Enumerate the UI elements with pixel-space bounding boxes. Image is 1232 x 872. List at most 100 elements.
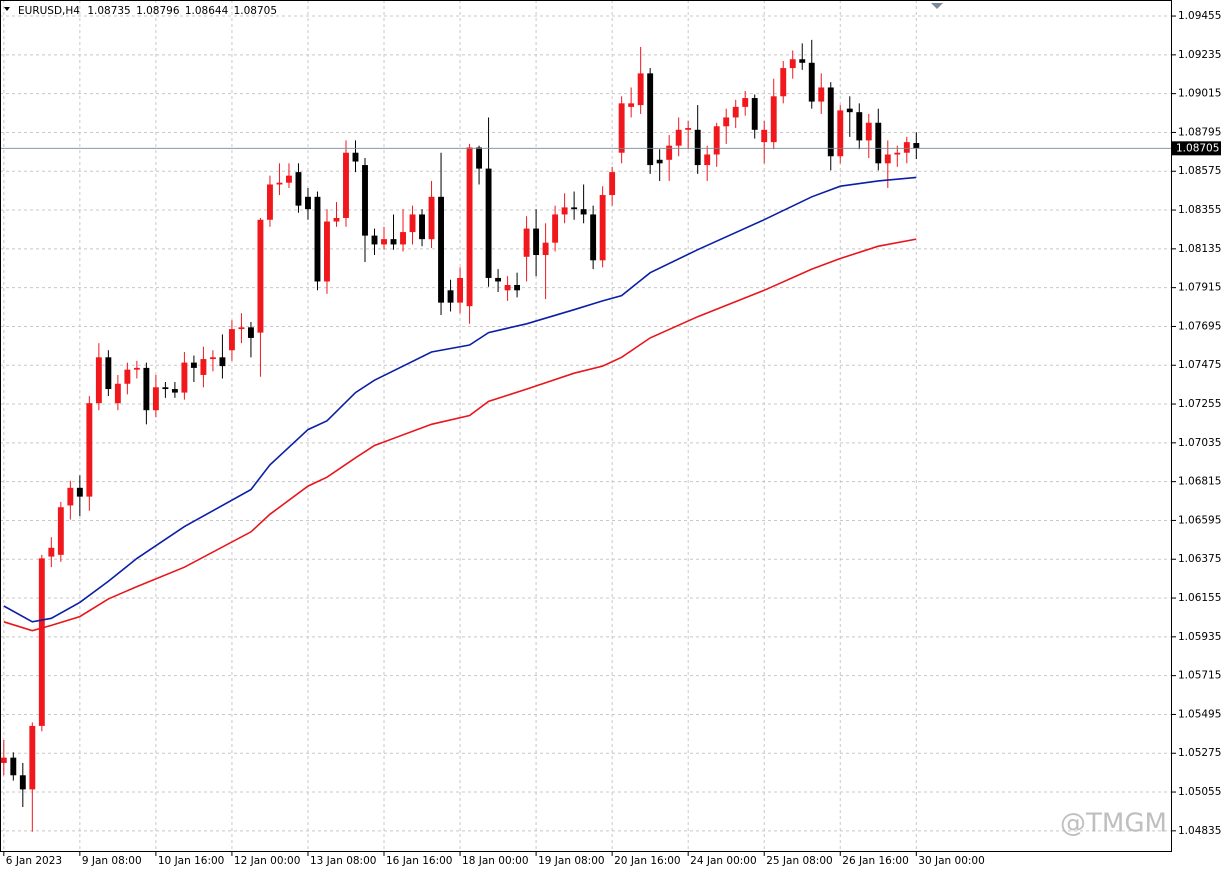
- candle-body: [457, 277, 464, 303]
- x-tick-label: 16 Jan 16:00: [386, 855, 452, 867]
- shift-marker: [931, 3, 943, 9]
- candle-body: [48, 547, 55, 557]
- y-tick-label: 1.06815: [1178, 476, 1221, 488]
- candle-body: [86, 403, 93, 497]
- watermark: @TMGM: [1060, 809, 1167, 839]
- candle-body: [552, 214, 559, 243]
- candle-body: [628, 103, 635, 107]
- x-tick-label: 25 Jan 08:00: [766, 855, 832, 867]
- candle-body: [0, 757, 7, 763]
- y-tick-label: 1.06595: [1178, 514, 1221, 526]
- x-tick-label: 9 Jan 08:00: [82, 855, 142, 867]
- candle-body: [770, 96, 777, 143]
- candle-body: [381, 239, 387, 245]
- moving-average-line: [3, 238, 917, 632]
- y-tick-label: 1.07035: [1178, 437, 1221, 449]
- x-tick-label: 19 Jan 08:00: [538, 855, 604, 867]
- candle-body: [10, 757, 17, 776]
- candle-body: [209, 357, 216, 360]
- candle-body: [190, 362, 197, 368]
- candle-body: [19, 775, 26, 790]
- y-tick-label: 1.08795: [1178, 126, 1221, 138]
- candle-body: [286, 175, 292, 183]
- y-tick-label: 1.06155: [1178, 592, 1221, 604]
- plot: [0, 39, 1172, 832]
- candle-body: [95, 357, 102, 404]
- candle-body: [400, 232, 406, 245]
- candle-body: [276, 182, 283, 185]
- candle-body: [219, 357, 226, 367]
- candle-body: [67, 487, 74, 506]
- candle-body: [561, 207, 568, 215]
- candle-body: [609, 172, 616, 196]
- y-tick-label: 1.08135: [1178, 243, 1221, 255]
- x-tick-label: 12 Jan 00:00: [234, 855, 300, 867]
- x-tick-label: 24 Jan 00:00: [690, 855, 756, 867]
- candle-body: [466, 147, 473, 307]
- candle-body: [656, 159, 663, 164]
- candle-body: [152, 387, 159, 411]
- low-value: 1.08644: [185, 5, 229, 17]
- candle-body: [780, 68, 787, 97]
- candle-body: [438, 196, 444, 303]
- candle-body: [875, 122, 882, 164]
- candle-body: [903, 142, 910, 153]
- candle-body: [362, 165, 368, 236]
- candle-body: [343, 152, 349, 218]
- y-tick-label: 1.08355: [1178, 204, 1221, 216]
- candle-body: [76, 487, 83, 497]
- candle-body: [732, 106, 739, 118]
- candle-body: [713, 126, 720, 155]
- close-value: 1.08705: [234, 5, 277, 17]
- candle-body: [723, 117, 730, 127]
- current-price-tag: [1172, 141, 1221, 156]
- candle-body: [865, 122, 872, 141]
- candle-body: [571, 207, 578, 210]
- plot-border: [0, 0, 1172, 852]
- y-tick-label: 1.09455: [1178, 10, 1221, 22]
- candle-body: [827, 87, 834, 157]
- candle-body: [352, 152, 359, 162]
- candle-body: [181, 362, 188, 393]
- y-tick-label: 1.05495: [1178, 708, 1221, 720]
- current-price-label: 1.08705: [1176, 142, 1219, 154]
- y-tick-label: 1.05055: [1178, 786, 1221, 798]
- candle-body: [324, 221, 330, 282]
- candle-body: [751, 98, 758, 130]
- y-tick-label: 1.09015: [1178, 88, 1221, 100]
- x-tick-label: 30 Jan 00:00: [918, 855, 984, 867]
- candle-body: [504, 284, 511, 291]
- candle-body: [542, 242, 549, 256]
- candle-body: [305, 196, 311, 210]
- candle-body: [742, 98, 749, 107]
- y-tick-label: 1.05715: [1178, 670, 1221, 682]
- candle-body: [856, 112, 863, 141]
- y-tick-label: 1.08575: [1178, 165, 1221, 177]
- candle-body: [333, 217, 340, 222]
- candle-body: [837, 110, 844, 157]
- candle-body: [685, 128, 692, 130]
- candle-body: [257, 219, 264, 333]
- y-tick-label: 1.04835: [1178, 825, 1221, 837]
- candle-body: [476, 147, 483, 169]
- y-tick-label: 1.07915: [1178, 282, 1221, 294]
- high-value: 1.08796: [136, 5, 180, 17]
- moving-average-line: [3, 176, 917, 623]
- candle-body: [704, 154, 711, 166]
- y-tick-label: 1.07475: [1178, 359, 1221, 371]
- candle-body: [599, 195, 606, 261]
- candle-body: [533, 228, 540, 256]
- candle-body: [143, 367, 150, 411]
- open-value: 1.08735: [87, 5, 130, 17]
- y-tick-label: 1.07695: [1178, 320, 1221, 332]
- candle-body: [789, 59, 796, 69]
- candle-body: [637, 73, 644, 106]
- x-tick-label: 6 Jan 2023: [6, 855, 62, 867]
- candle-body: [808, 62, 815, 102]
- y-tick-label: 1.09235: [1178, 49, 1221, 61]
- candle-body: [314, 196, 321, 282]
- y-tick-label: 1.05935: [1178, 631, 1221, 643]
